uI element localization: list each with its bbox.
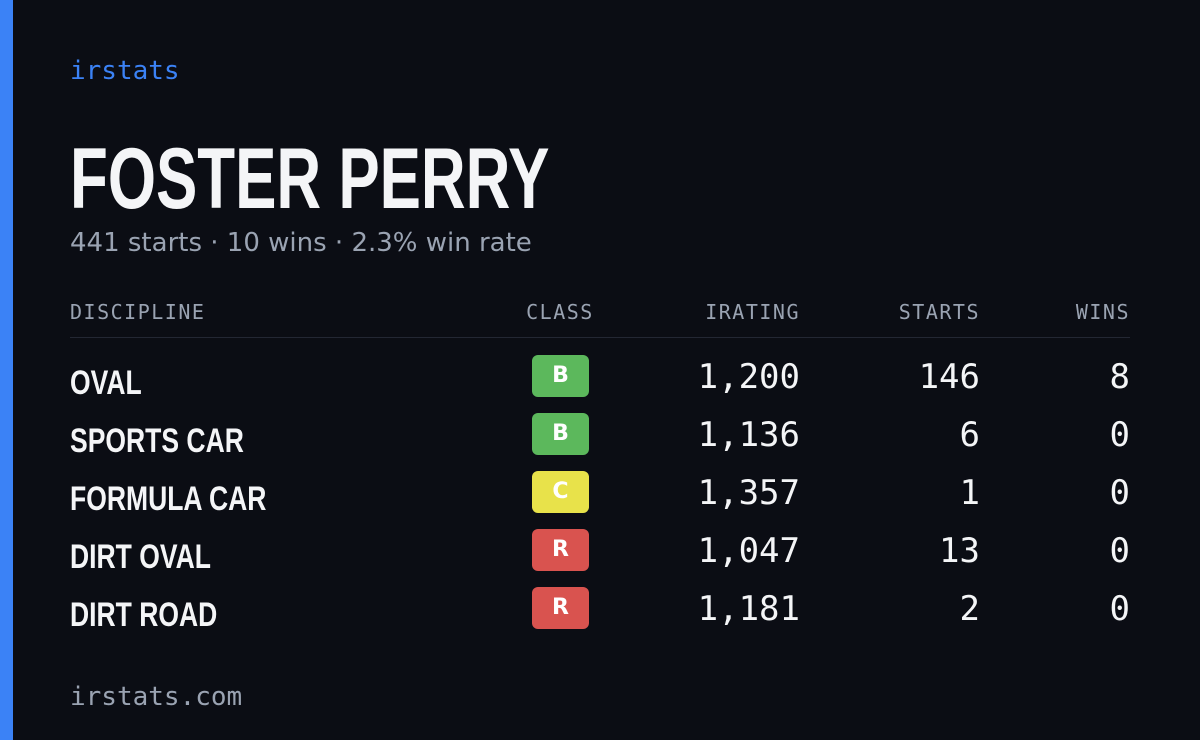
column-header: IRATING bbox=[705, 300, 800, 324]
wins: 8 bbox=[1109, 357, 1130, 397]
starts: 2 bbox=[959, 589, 980, 629]
starts: 1 bbox=[959, 473, 980, 513]
irating: 1,181 bbox=[697, 589, 800, 629]
column-header: STARTS bbox=[898, 300, 980, 324]
brand: irstats bbox=[70, 56, 180, 86]
footer-url: irstats.com bbox=[70, 682, 243, 712]
column-header: DISCIPLINE bbox=[70, 300, 206, 324]
column-header: WINS bbox=[1075, 300, 1130, 324]
player-name: FOSTER PERRY bbox=[70, 131, 550, 227]
class-badge: C bbox=[532, 471, 589, 513]
discipline: DIRT OVAL bbox=[70, 538, 211, 576]
irating: 1,047 bbox=[697, 531, 800, 571]
class-badge: B bbox=[532, 413, 589, 455]
discipline: OVAL bbox=[70, 364, 142, 402]
irating: 1,136 bbox=[697, 415, 800, 455]
accent-bar bbox=[0, 0, 13, 740]
irating: 1,357 bbox=[697, 473, 800, 513]
wins: 0 bbox=[1109, 531, 1130, 571]
class-badge: R bbox=[532, 587, 589, 629]
discipline: FORMULA CAR bbox=[70, 480, 267, 518]
wins: 0 bbox=[1109, 589, 1130, 629]
class-badge: B bbox=[532, 355, 589, 397]
summary: 441 starts · 10 wins · 2.3% win rate bbox=[70, 228, 532, 258]
class-badge: R bbox=[532, 529, 589, 571]
discipline: SPORTS CAR bbox=[70, 422, 244, 460]
header-rule bbox=[70, 337, 1130, 338]
starts: 13 bbox=[939, 531, 980, 571]
wins: 0 bbox=[1109, 473, 1130, 513]
discipline: DIRT ROAD bbox=[70, 596, 218, 634]
irating: 1,200 bbox=[697, 357, 800, 397]
column-header: CLASS bbox=[526, 300, 594, 324]
wins: 0 bbox=[1109, 415, 1130, 455]
starts: 6 bbox=[959, 415, 980, 455]
starts: 146 bbox=[918, 357, 980, 397]
